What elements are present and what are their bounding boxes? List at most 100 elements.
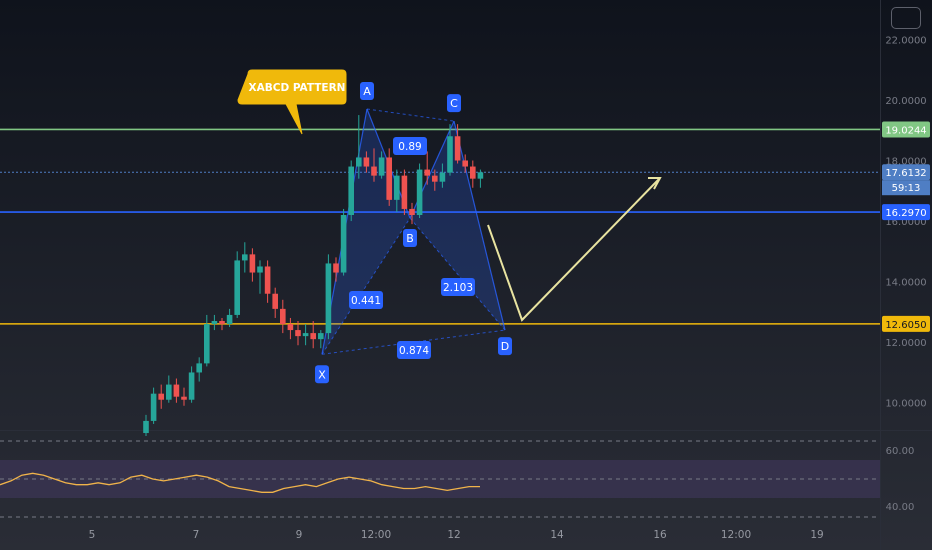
candle-body bbox=[310, 333, 316, 340]
candle bbox=[462, 154, 468, 173]
pattern-point-label: B bbox=[406, 232, 414, 245]
pattern-point-badge bbox=[447, 94, 461, 113]
candle bbox=[204, 314, 210, 367]
candle-body bbox=[226, 314, 233, 325]
candle bbox=[249, 248, 256, 282]
x-tick-label: 12 bbox=[447, 529, 460, 541]
candle-body bbox=[272, 293, 278, 309]
candle-body bbox=[150, 393, 157, 421]
pattern-retracement-line bbox=[409, 217, 506, 331]
candle bbox=[378, 151, 385, 179]
callout-text: XABCD PATTERN bbox=[249, 82, 346, 94]
candle bbox=[173, 378, 180, 403]
candle bbox=[287, 317, 294, 340]
projection-path bbox=[487, 177, 661, 322]
countdown-label-bg bbox=[882, 180, 930, 196]
candle bbox=[363, 151, 370, 173]
candle bbox=[454, 124, 461, 164]
candle-body bbox=[166, 384, 172, 400]
candle-body bbox=[196, 363, 202, 373]
pattern-point-badge bbox=[315, 365, 329, 384]
candle-body bbox=[371, 166, 377, 176]
candle bbox=[158, 384, 164, 409]
y-tick-label: 12.0000 bbox=[885, 338, 926, 349]
candle bbox=[416, 163, 423, 219]
candle-body bbox=[356, 157, 362, 167]
price-label: 19.0244 bbox=[885, 125, 926, 136]
x-tick-label: 12:00 bbox=[721, 529, 751, 541]
candle bbox=[432, 169, 438, 191]
candle-body bbox=[264, 266, 271, 294]
candle-body bbox=[287, 324, 294, 331]
pattern-ratio-label: 0.441 bbox=[351, 295, 381, 307]
candle bbox=[310, 320, 316, 349]
candle-body bbox=[363, 157, 370, 167]
candle bbox=[371, 148, 377, 182]
price-label: 12.6050 bbox=[885, 320, 926, 331]
price-label-bg bbox=[882, 164, 930, 181]
pattern-ratio-badge bbox=[397, 341, 431, 359]
pattern-leg bbox=[453, 120, 506, 331]
candle-body bbox=[409, 208, 415, 215]
candle-body bbox=[470, 166, 476, 179]
candle bbox=[234, 251, 240, 318]
candle bbox=[242, 242, 248, 273]
candle-body bbox=[242, 254, 248, 261]
candle bbox=[211, 314, 218, 331]
candle bbox=[196, 357, 202, 382]
pattern-ratio-badge bbox=[441, 278, 475, 296]
pattern-point-label: D bbox=[501, 340, 509, 353]
price-label: 16.2970 bbox=[885, 208, 926, 219]
candle bbox=[447, 124, 453, 176]
pattern-point-badge bbox=[498, 337, 512, 356]
candle bbox=[409, 202, 415, 225]
y-tick-label: 16.0000 bbox=[885, 217, 926, 228]
candle-body bbox=[401, 175, 408, 209]
candle-body bbox=[394, 175, 400, 200]
candle bbox=[348, 160, 354, 222]
candle bbox=[143, 414, 149, 437]
pattern-bcd-fill bbox=[410, 121, 505, 331]
rsi-tick-label: 40.00 bbox=[886, 502, 915, 513]
candle-body bbox=[325, 263, 332, 334]
pattern-ratio-badge bbox=[393, 137, 427, 155]
candle bbox=[333, 257, 339, 282]
candle bbox=[356, 115, 362, 179]
rsi-line bbox=[0, 472, 480, 493]
candle-body bbox=[143, 420, 149, 434]
candle bbox=[264, 260, 271, 303]
candle-body bbox=[432, 175, 438, 182]
pattern-retracement-line bbox=[366, 108, 455, 122]
x-tick-label: 5 bbox=[89, 529, 96, 541]
candle bbox=[226, 308, 233, 328]
pattern-point-label: A bbox=[363, 85, 371, 98]
projection-arrowhead bbox=[648, 177, 662, 190]
candle bbox=[318, 330, 324, 349]
candle bbox=[424, 151, 430, 185]
y-tick-label: 10.0000 bbox=[885, 399, 926, 410]
settings-button[interactable] bbox=[891, 7, 921, 29]
candle-body bbox=[249, 254, 256, 273]
candle-body bbox=[257, 266, 263, 273]
y-tick-label: 18.0000 bbox=[885, 156, 926, 167]
candle bbox=[325, 254, 332, 340]
candle-body bbox=[234, 260, 240, 315]
pattern-point-badge bbox=[360, 82, 374, 101]
candle bbox=[302, 324, 309, 346]
rsi-tick-label: 60.00 bbox=[886, 446, 915, 457]
candle-body bbox=[295, 330, 301, 337]
candle bbox=[394, 169, 400, 212]
candle-body bbox=[378, 157, 385, 176]
candle-body bbox=[348, 166, 354, 215]
candle bbox=[386, 148, 392, 206]
candle-body bbox=[302, 333, 309, 337]
candle-body bbox=[386, 157, 392, 200]
candle-body bbox=[416, 169, 423, 215]
candle-body bbox=[211, 320, 218, 325]
x-tick-label: 14 bbox=[550, 529, 564, 541]
pattern-ratio-badge bbox=[349, 291, 383, 309]
candle bbox=[219, 317, 225, 331]
candle-body bbox=[333, 263, 339, 273]
